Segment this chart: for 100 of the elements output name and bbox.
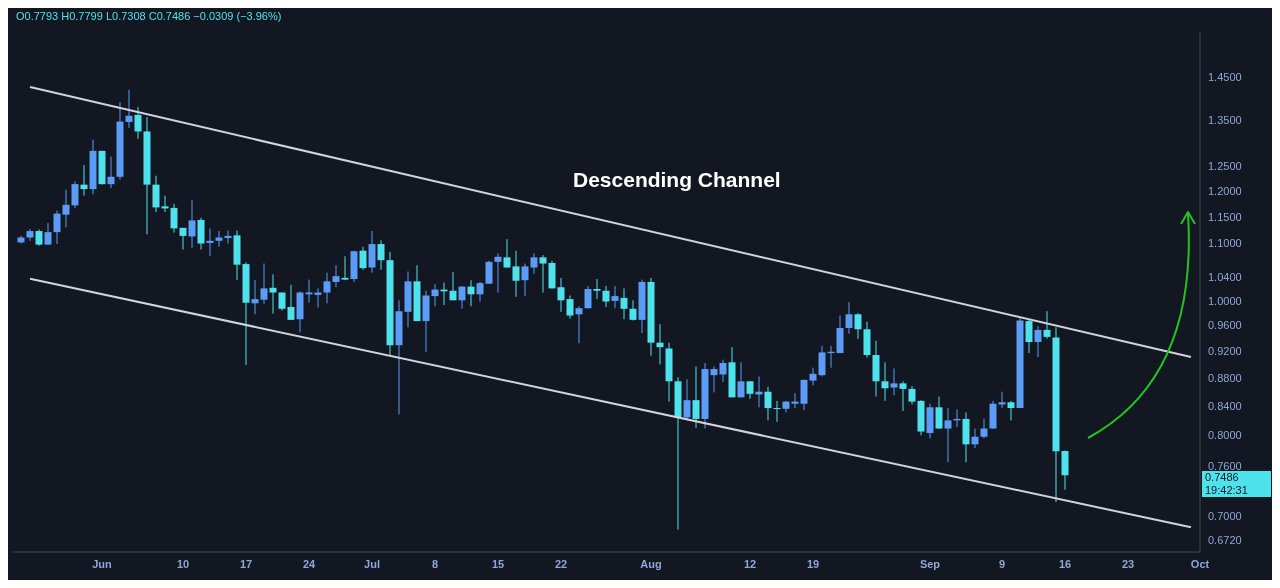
candlestick bbox=[683, 378, 691, 421]
candlestick bbox=[287, 284, 295, 321]
candlestick bbox=[1007, 400, 1015, 421]
candlestick bbox=[206, 227, 214, 257]
y-tick-label: 1.3500 bbox=[1208, 114, 1242, 127]
candlestick bbox=[764, 386, 772, 421]
candlestick bbox=[818, 345, 826, 378]
candlestick bbox=[260, 263, 268, 305]
candlestick bbox=[188, 199, 196, 249]
x-tick-label: Oct bbox=[1190, 557, 1210, 570]
candlestick bbox=[602, 285, 610, 308]
y-tick-label: 1.0400 bbox=[1208, 271, 1242, 284]
x-tick-label: Jul bbox=[364, 557, 380, 570]
y-tick-label: 0.6720 bbox=[1208, 534, 1242, 547]
candlestick bbox=[269, 273, 277, 315]
y-tick-label: 1.2000 bbox=[1208, 185, 1242, 198]
candlestick bbox=[611, 285, 619, 309]
y-tick-label: 0.7000 bbox=[1208, 509, 1242, 522]
annotation: Descending Channel bbox=[573, 168, 781, 192]
candlestick bbox=[791, 392, 799, 409]
y-tick-label: 0.7600 bbox=[1208, 460, 1242, 473]
x-tick-label: 22 bbox=[554, 557, 568, 570]
candlestick bbox=[890, 367, 898, 396]
candlestick bbox=[908, 385, 916, 405]
candlestick bbox=[971, 428, 979, 449]
candlestick bbox=[377, 239, 385, 271]
x-tick-label: 23 bbox=[1121, 557, 1135, 570]
candlestick bbox=[62, 189, 70, 228]
candlestick bbox=[503, 238, 511, 269]
candlestick bbox=[134, 106, 142, 140]
y-tick-label: 0.8000 bbox=[1208, 429, 1242, 442]
candlestick bbox=[485, 260, 493, 285]
x-tick-label: 17 bbox=[239, 557, 253, 570]
text: 19:42:31 bbox=[1202, 484, 1271, 498]
candlestick bbox=[512, 250, 520, 298]
candlestick bbox=[449, 271, 457, 301]
candlestick bbox=[755, 376, 763, 408]
candlestick bbox=[881, 361, 889, 402]
candlestick bbox=[107, 156, 115, 189]
candlestick bbox=[710, 365, 718, 393]
candlestick bbox=[431, 283, 439, 307]
x-tick-label: Aug bbox=[640, 557, 662, 570]
candlestick bbox=[719, 359, 727, 383]
x-tick-label: 15 bbox=[491, 557, 505, 570]
candlestick bbox=[71, 180, 79, 209]
x-tick-label: 19 bbox=[806, 557, 820, 570]
candlestick bbox=[584, 285, 592, 310]
y-tick-label: 0.9200 bbox=[1208, 345, 1242, 358]
candlestick bbox=[359, 246, 367, 271]
candlestick bbox=[566, 295, 574, 320]
candlestick bbox=[494, 252, 502, 294]
candlestick bbox=[944, 407, 952, 463]
candlestick bbox=[251, 279, 259, 315]
y-tick-label: 1.1000 bbox=[1208, 237, 1242, 250]
candlestick bbox=[539, 254, 547, 294]
candlestick bbox=[737, 361, 745, 398]
candlestick bbox=[800, 378, 808, 411]
y-tick-label: 1.2500 bbox=[1208, 160, 1242, 173]
candlestick bbox=[323, 272, 331, 304]
candlestick bbox=[368, 230, 376, 274]
candlestick bbox=[575, 305, 583, 344]
y-tick-label: 0.8800 bbox=[1208, 371, 1242, 384]
y-tick-label: 1.0000 bbox=[1208, 294, 1242, 307]
y-tick-label: 1.4500 bbox=[1208, 71, 1242, 84]
candlestick bbox=[125, 89, 133, 129]
candlestick bbox=[1043, 310, 1051, 340]
candlestick bbox=[224, 230, 232, 245]
x-tick-label: 16 bbox=[1058, 557, 1072, 570]
candlestick bbox=[1025, 318, 1033, 354]
candlestick bbox=[620, 287, 628, 320]
candlestick bbox=[593, 278, 601, 300]
candlestick bbox=[215, 230, 223, 248]
text: O0.7793 H0.7799 L0.7308 C0.7486 −0.0309 (−3.96%) bbox=[16, 10, 282, 22]
candlestick bbox=[1034, 325, 1042, 358]
candlestick bbox=[161, 195, 169, 213]
x-tick-label: 12 bbox=[743, 557, 757, 570]
candlestick bbox=[467, 279, 475, 307]
candlestick bbox=[458, 285, 466, 310]
y-tick-label: 0.8400 bbox=[1208, 399, 1242, 412]
y-tick-label: 0.9600 bbox=[1208, 319, 1242, 332]
candlestick bbox=[854, 312, 862, 340]
candlestick bbox=[332, 264, 340, 288]
candlestick bbox=[80, 164, 88, 197]
candlestick bbox=[521, 263, 529, 297]
candlestick bbox=[899, 380, 907, 412]
x-tick-label: 8 bbox=[431, 557, 439, 570]
candlestick bbox=[53, 210, 61, 245]
candlestick bbox=[170, 203, 178, 234]
candlestick bbox=[44, 222, 52, 246]
x-tick-label: Sep bbox=[919, 557, 941, 570]
x-tick-label: 24 bbox=[302, 557, 316, 570]
candlestick bbox=[152, 175, 160, 213]
candlestick bbox=[845, 301, 853, 335]
candlestick bbox=[980, 418, 988, 439]
x-tick-label: 9 bbox=[998, 557, 1006, 570]
y-tick-label: 1.1500 bbox=[1208, 210, 1242, 223]
text: 0.7486 bbox=[1202, 471, 1271, 485]
candlestick bbox=[692, 365, 700, 429]
candlestick bbox=[935, 396, 943, 430]
candlestick bbox=[998, 391, 1006, 409]
